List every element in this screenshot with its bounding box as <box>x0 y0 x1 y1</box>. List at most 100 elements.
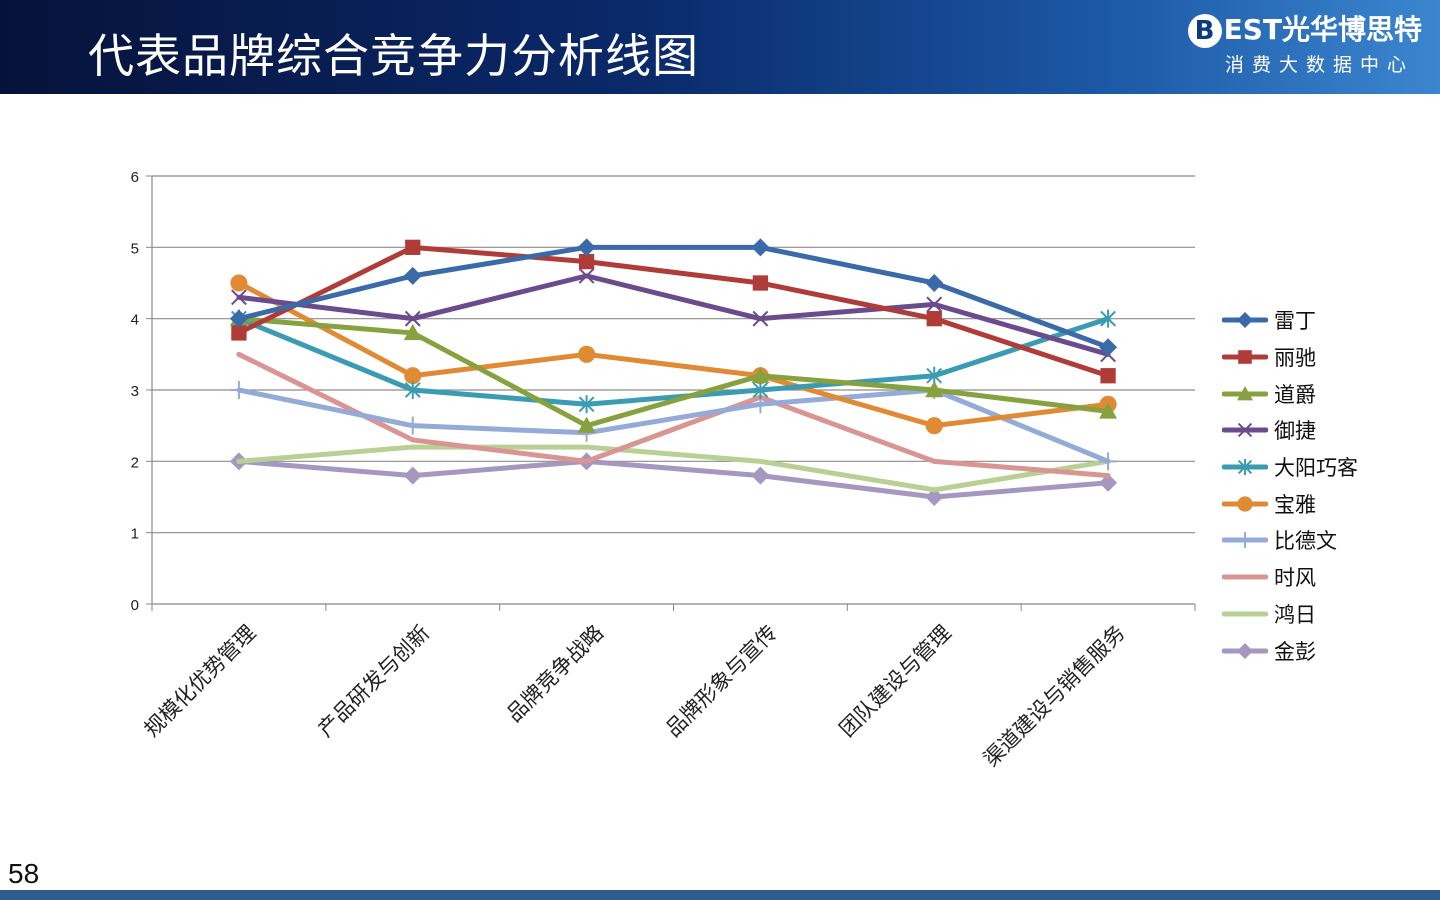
legend-label: 大阳巧客 <box>1274 456 1358 481</box>
title-banner: 代表品牌综合竞争力分析线图 B EST光华博思特 消费大数据中心 <box>0 0 1440 94</box>
data-point <box>925 381 944 398</box>
legend-item: 鸿日 <box>1222 596 1358 633</box>
chart-legend: 雷丁 丽驰 道爵 御捷 大阳巧客 宝雅 比德文 时风 鸿日 金彭 <box>1222 302 1358 669</box>
company-logo: B EST光华博思特 消费大数据中心 <box>1182 8 1422 86</box>
data-point <box>578 345 596 363</box>
data-point <box>577 416 596 433</box>
data-point <box>925 274 944 292</box>
data-point <box>925 417 943 435</box>
data-point <box>752 275 769 291</box>
data-point <box>578 253 595 270</box>
data-point <box>1099 452 1118 471</box>
data-point <box>1237 496 1253 512</box>
data-point <box>1099 338 1118 357</box>
data-point <box>410 444 416 450</box>
series-8 <box>236 351 1111 479</box>
data-point <box>751 238 770 257</box>
legend-swatch <box>1222 532 1268 549</box>
y-tick-label: 1 <box>131 526 139 543</box>
footer-bar <box>0 890 1440 900</box>
series-5 <box>231 309 1116 414</box>
data-point <box>751 466 770 485</box>
data-point <box>1237 312 1253 329</box>
legend-swatch <box>1222 611 1268 617</box>
y-tick-label: 0 <box>131 597 139 614</box>
legend-label: 金彭 <box>1274 639 1316 664</box>
data-point <box>1238 350 1252 364</box>
logo-wordmark: B EST光华博思特 <box>1187 8 1422 48</box>
series-line <box>236 273 1111 357</box>
y-tick-label: 5 <box>131 240 139 257</box>
series-2 <box>231 239 1116 384</box>
data-point <box>1100 368 1116 384</box>
series-line <box>236 316 1111 429</box>
data-point <box>931 487 937 493</box>
data-point <box>926 296 943 313</box>
data-point <box>404 367 422 385</box>
x-tick-label: 品牌竞争战略 <box>502 621 608 727</box>
legend-item: 丽驰 <box>1222 339 1358 376</box>
legend-item: 御捷 <box>1222 412 1358 449</box>
legend-item: 时风 <box>1222 559 1358 596</box>
data-point <box>230 274 248 292</box>
data-point <box>403 323 422 341</box>
series-4 <box>231 267 1116 363</box>
data-point <box>1237 459 1253 476</box>
y-tick-label: 4 <box>131 312 139 329</box>
logo-text: EST光华博思特 <box>1223 13 1422 46</box>
data-point <box>752 310 769 327</box>
series-line <box>236 244 1111 379</box>
y-tick-label: 3 <box>131 383 139 400</box>
data-point <box>1237 532 1253 549</box>
legend-item: 金彭 <box>1222 632 1358 669</box>
legend-swatch <box>1222 350 1268 364</box>
data-point <box>578 395 595 414</box>
data-point <box>584 458 590 464</box>
legend-swatch <box>1222 642 1268 659</box>
x-tick-label: 产品研发与创新 <box>313 621 434 742</box>
x-tick-label: 团队建设与管理 <box>835 621 956 742</box>
data-point <box>926 311 942 327</box>
data-point <box>751 366 770 383</box>
page-number: 58 <box>8 858 40 889</box>
series-line <box>236 444 1111 493</box>
series-line <box>236 316 1111 407</box>
slide-title: 代表品牌综合竞争力分析线图 <box>88 29 699 83</box>
data-point <box>1099 473 1118 492</box>
data-point <box>229 309 248 328</box>
legend-swatch <box>1222 312 1268 329</box>
data-point <box>1237 385 1253 401</box>
x-tick-label: 渠道建设与销售服务 <box>979 621 1130 772</box>
data-point <box>410 437 416 443</box>
data-point <box>577 238 596 257</box>
legend-swatch <box>1222 574 1268 580</box>
data-point <box>584 444 590 450</box>
data-point <box>236 351 242 357</box>
data-point <box>578 267 595 284</box>
data-point <box>403 416 422 435</box>
legend-label: 时风 <box>1274 566 1316 591</box>
data-point <box>1242 611 1248 617</box>
data-point <box>1237 423 1253 438</box>
series-line <box>236 387 1111 464</box>
legend-label: 比德文 <box>1274 529 1337 554</box>
legend-label: 宝雅 <box>1274 492 1316 517</box>
series-line <box>236 351 1111 479</box>
data-point <box>404 310 421 327</box>
series-line <box>236 280 1111 429</box>
data-point <box>752 381 769 399</box>
legend-label: 道爵 <box>1274 382 1316 407</box>
logo-subtitle: 消费大数据中心 <box>1224 54 1414 76</box>
series-line <box>236 244 1111 350</box>
legend-label: 丽驰 <box>1274 346 1316 371</box>
data-point <box>1100 309 1116 328</box>
legend-label: 御捷 <box>1274 419 1316 444</box>
data-point <box>231 325 247 341</box>
data-point <box>229 381 248 399</box>
series-1 <box>229 238 1118 357</box>
data-point <box>403 266 422 285</box>
data-point <box>931 458 937 464</box>
legend-item: 大阳巧客 <box>1222 449 1358 486</box>
data-point <box>1105 473 1111 479</box>
